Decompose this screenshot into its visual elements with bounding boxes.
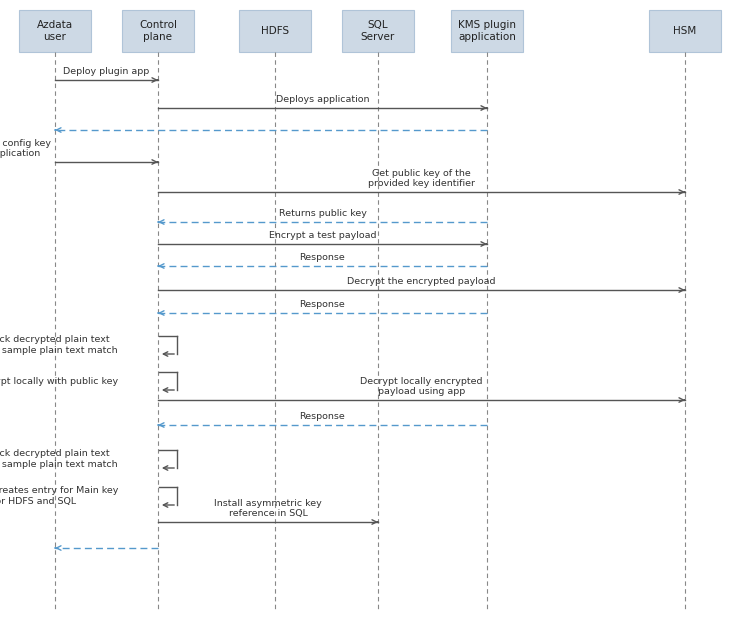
Text: Install asymmetric key
reference in SQL: Install asymmetric key reference in SQL [214, 499, 322, 518]
Text: Azdata
user: Azdata user [37, 20, 73, 42]
FancyBboxPatch shape [19, 10, 91, 52]
Text: Encrypt a test payload: Encrypt a test payload [269, 231, 377, 240]
Text: Check decrypted plain text
and sample plain text match: Check decrypted plain text and sample pl… [0, 335, 118, 355]
Text: Decrypt locally encrypted
payload using app: Decrypt locally encrypted payload using … [360, 376, 483, 396]
Text: azdata config key
and application: azdata config key and application [0, 138, 51, 158]
Text: Get public key of the
provided key identifier: Get public key of the provided key ident… [368, 168, 475, 188]
Text: Creates entry for Main key
for HDFS and SQL: Creates entry for Main key for HDFS and … [0, 486, 118, 505]
Text: Response: Response [300, 300, 346, 309]
Text: HSM: HSM [674, 26, 696, 36]
Text: Control
plane: Control plane [139, 20, 177, 42]
Text: Deploys application: Deploys application [276, 95, 369, 104]
Text: KMS plugin
application: KMS plugin application [458, 20, 516, 42]
FancyBboxPatch shape [342, 10, 414, 52]
FancyBboxPatch shape [239, 10, 311, 52]
FancyBboxPatch shape [122, 10, 194, 52]
Text: Decrypt the encrypted payload: Decrypt the encrypted payload [347, 277, 496, 286]
Text: Returns public key: Returns public key [279, 209, 366, 218]
Text: Response: Response [300, 412, 346, 421]
Text: Deploy plugin app: Deploy plugin app [63, 67, 150, 76]
FancyBboxPatch shape [451, 10, 523, 52]
Text: Check decrypted plain text
and sample plain text match: Check decrypted plain text and sample pl… [0, 450, 118, 469]
Text: Response: Response [300, 253, 346, 262]
Text: Encrypt locally with public key: Encrypt locally with public key [0, 376, 118, 386]
Text: SQL
Server: SQL Server [361, 20, 395, 42]
Text: HDFS: HDFS [261, 26, 289, 36]
FancyBboxPatch shape [649, 10, 721, 52]
